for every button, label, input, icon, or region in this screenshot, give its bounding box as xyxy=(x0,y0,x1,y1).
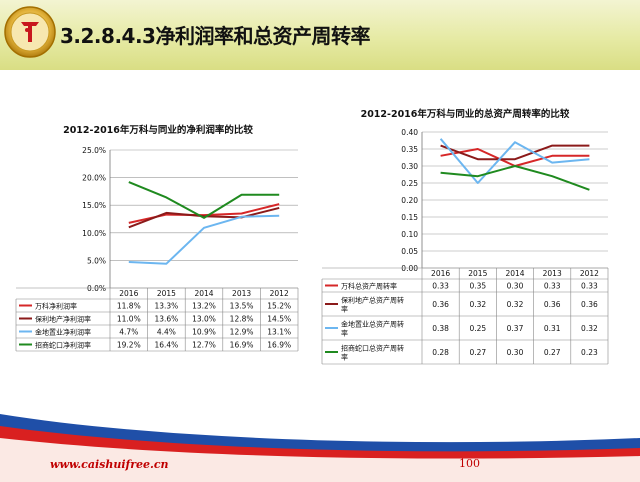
data-label: 0.36 xyxy=(581,300,598,309)
data-label: 0.35 xyxy=(469,282,486,291)
data-label: 0.37 xyxy=(507,324,524,333)
data-label: 0.33 xyxy=(544,282,561,291)
data-label: 13.0% xyxy=(192,315,216,324)
header-band xyxy=(0,0,640,70)
data-label: 0.36 xyxy=(432,300,449,309)
data-label: 0.23 xyxy=(581,348,598,357)
data-label: 11.0% xyxy=(117,315,141,324)
data-label: 11.8% xyxy=(117,302,141,311)
data-label: 14.5% xyxy=(267,315,291,324)
data-label: 0.30 xyxy=(507,282,524,291)
legend-label: 率 xyxy=(341,353,348,362)
data-label: 0.27 xyxy=(469,348,486,357)
x-tick-label: 2013 xyxy=(543,269,562,278)
y-tick-label: 0.00 xyxy=(401,264,418,273)
data-label: 16.9% xyxy=(267,341,291,350)
y-tick-label: 0.35 xyxy=(401,145,418,154)
footer-wave xyxy=(0,414,640,482)
data-label: 13.2% xyxy=(192,302,216,311)
x-tick-label: 2012 xyxy=(580,269,599,278)
data-label: 0.38 xyxy=(432,324,449,333)
data-label: 13.6% xyxy=(154,315,178,324)
y-tick-label: 0.10 xyxy=(401,230,418,239)
data-label: 12.8% xyxy=(230,315,254,324)
legend-label: 率 xyxy=(341,329,348,338)
asset-turnover-chart-svg: 0.00 0.05 0.10 0.15 0.20 0.25 0.30 0.35 0.40 2016… xyxy=(321,128,609,365)
data-label: 0.33 xyxy=(432,282,449,291)
series-line xyxy=(440,144,590,161)
chart-title: 2012-2016年万科与同业的总资产周转率的比较 xyxy=(360,109,570,120)
y-tick-label: 0.25 xyxy=(401,179,418,188)
y-tick-label: 0.05 xyxy=(401,247,418,256)
data-label: 13.3% xyxy=(154,302,178,311)
legend-label: 保利地产总资产周转 xyxy=(341,296,404,305)
y-tick-label: 0.20 xyxy=(401,196,418,205)
x-tick-label: 2016 xyxy=(119,289,138,298)
legend-label: 金地置业总资产周转 xyxy=(341,320,404,329)
data-label: 0.32 xyxy=(581,324,598,333)
data-label: 12.9% xyxy=(230,328,254,337)
series-line xyxy=(128,206,280,229)
legend-label: 金地置业净利润率 xyxy=(35,328,91,337)
y-tick-label: 0.0% xyxy=(87,284,106,293)
data-label: 0.36 xyxy=(544,300,561,309)
legend-label: 保利地产净利润率 xyxy=(35,315,91,324)
x-tick-label: 2012 xyxy=(270,289,289,298)
data-label: 16.4% xyxy=(154,341,178,350)
data-label: 13.1% xyxy=(267,328,291,337)
data-label: 16.9% xyxy=(230,341,254,350)
data-label: 15.2% xyxy=(267,302,291,311)
series-line xyxy=(440,165,590,191)
data-label: 0.30 xyxy=(507,348,524,357)
data-label: 4.4% xyxy=(157,328,176,337)
data-label: 0.33 xyxy=(581,282,598,291)
x-tick-label: 2015 xyxy=(157,289,176,298)
series-line xyxy=(128,214,280,265)
net-margin-chart: 2012-2016年万科与同业的净利润率的比较 0.0% 5.0% 10.0% 15.… xyxy=(12,118,304,378)
y-tick-label: 10.0% xyxy=(82,229,106,238)
legend-label: 率 xyxy=(341,305,348,314)
data-label: 4.7% xyxy=(119,328,138,337)
x-tick-label: 2015 xyxy=(468,269,487,278)
x-tick-label: 2014 xyxy=(194,289,213,298)
data-label: 0.25 xyxy=(469,324,486,333)
legend-label: 万科总资产周转率 xyxy=(341,282,397,291)
x-tick-label: 2013 xyxy=(232,289,251,298)
legend-label: 招商蛇口净利润率 xyxy=(35,341,91,350)
series-line xyxy=(128,181,280,219)
y-tick-label: 15.0% xyxy=(82,201,106,210)
y-tick-label: 0.15 xyxy=(401,213,418,222)
page-number: 100 xyxy=(459,457,480,470)
data-label: 0.32 xyxy=(469,300,486,309)
net-margin-chart-svg: 0.0% 5.0% 10.0% 15.0% 20.0% 25.0% 2016 2015 2014… xyxy=(15,146,299,352)
data-label: 0.32 xyxy=(507,300,524,309)
y-tick-label: 20.0% xyxy=(82,174,106,183)
asset-turnover-chart: 2012-2016年万科与同业的总资产周转率的比较 0.00 0.05 0.10 0.… xyxy=(320,102,610,378)
y-tick-label: 0.40 xyxy=(401,128,418,137)
legend-label: 招商蛇口总资产周转 xyxy=(341,344,404,353)
chart-title: 2012-2016年万科与同业的净利润率的比较 xyxy=(63,125,253,136)
data-label: 12.7% xyxy=(192,341,216,350)
data-label: 10.9% xyxy=(192,328,216,337)
series-line xyxy=(440,148,590,167)
x-tick-label: 2014 xyxy=(505,269,524,278)
y-tick-label: 5.0% xyxy=(87,256,106,265)
footer-url: www.caishuifree.cn xyxy=(50,458,169,471)
slide-title: 3.2.8.4.3净利润率和总资产周转率 xyxy=(60,24,370,48)
data-label: 0.27 xyxy=(544,348,561,357)
data-label: 0.31 xyxy=(544,324,561,333)
company-logo xyxy=(4,6,56,58)
x-tick-label: 2016 xyxy=(431,269,450,278)
data-label: 13.5% xyxy=(230,302,254,311)
y-tick-label: 25.0% xyxy=(82,146,106,155)
y-tick-label: 0.30 xyxy=(401,162,418,171)
data-label: 19.2% xyxy=(117,341,141,350)
legend-label: 万科净利润率 xyxy=(35,302,77,311)
data-label: 0.28 xyxy=(432,348,449,357)
series-line xyxy=(439,138,590,184)
